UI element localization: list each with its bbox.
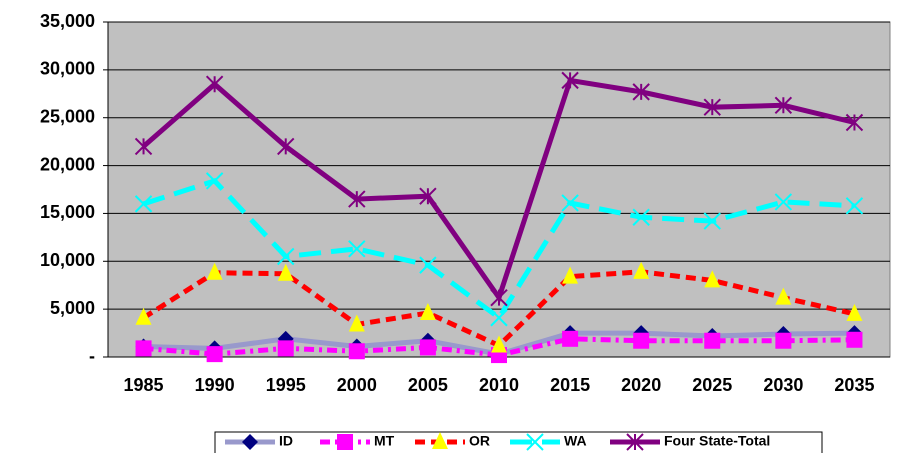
x-tick-label: 1985	[124, 375, 164, 395]
data-point	[704, 270, 721, 288]
legend-marker	[242, 434, 258, 450]
data-point	[348, 240, 366, 258]
data-point	[348, 314, 365, 332]
legend-label: ID	[279, 433, 293, 449]
legend-marker	[626, 433, 644, 451]
data-point	[562, 330, 579, 347]
data-point	[419, 302, 436, 320]
y-tick-label: 25,000	[40, 106, 95, 126]
series-line	[143, 336, 855, 358]
legend: ID MT OR WA Four State-Total	[214, 431, 823, 453]
data-point	[491, 335, 507, 353]
x-tick-label: 2030	[763, 375, 803, 395]
data-point	[419, 339, 436, 356]
plot-area	[107, 21, 891, 358]
data-point	[846, 303, 863, 321]
y-tick-label: 30,000	[40, 59, 95, 79]
data-point	[348, 343, 365, 360]
legend-marker	[526, 433, 544, 451]
data-point	[561, 194, 579, 212]
x-tick-label: 2035	[834, 375, 874, 395]
data-point	[490, 288, 508, 307]
data-point	[632, 208, 650, 226]
x-tick-label: 1990	[195, 375, 235, 395]
x-tick-label: 2005	[408, 375, 448, 395]
data-point	[703, 212, 721, 230]
data-point	[562, 266, 579, 284]
y-tick-label: 20,000	[40, 154, 95, 174]
data-point	[703, 98, 721, 116]
y-tick-label: -	[89, 346, 95, 366]
x-tick-label: 2010	[479, 375, 519, 395]
data-point	[277, 340, 294, 357]
y-tick-label: 5,000	[50, 298, 95, 318]
data-point	[561, 71, 579, 90]
data-point	[632, 83, 650, 101]
series-line	[142, 178, 855, 322]
y-tick-label: 35,000	[40, 11, 95, 31]
legend-label: MT	[374, 433, 395, 449]
data-point	[419, 256, 437, 274]
y-tick-label: 10,000	[40, 250, 95, 270]
data-point	[775, 287, 792, 305]
data-point	[277, 263, 294, 281]
legend-marker	[337, 434, 353, 450]
data-point	[205, 172, 224, 190]
data-point	[845, 113, 864, 132]
data-point	[774, 193, 793, 211]
data-point	[135, 307, 152, 325]
data-point	[774, 96, 793, 114]
data-point	[633, 332, 650, 349]
data-point	[277, 247, 295, 266]
data-point	[277, 137, 295, 156]
legend-label: Four State-Total	[664, 433, 770, 449]
data-point	[135, 340, 152, 357]
legend-marker	[432, 432, 448, 449]
data-point	[206, 346, 223, 363]
data-point	[846, 331, 863, 348]
data-point	[205, 75, 224, 93]
y-tick-label: 15,000	[40, 202, 95, 222]
data-point	[206, 262, 223, 280]
data-point	[348, 190, 366, 208]
data-point	[419, 187, 437, 205]
x-tick-label: 2025	[692, 375, 732, 395]
legend-label: WA	[564, 433, 587, 449]
data-point	[633, 261, 650, 279]
data-point	[134, 195, 153, 213]
x-tick-label: 2000	[337, 375, 377, 395]
data-point	[775, 332, 792, 349]
legend-label: OR	[469, 433, 490, 449]
data-point	[845, 197, 864, 215]
data-point	[704, 332, 721, 349]
x-tick-label: 2015	[550, 375, 590, 395]
data-point	[134, 137, 153, 156]
x-tick-label: 1995	[266, 375, 306, 395]
data-point	[490, 309, 508, 327]
x-tick-label: 2020	[621, 375, 661, 395]
